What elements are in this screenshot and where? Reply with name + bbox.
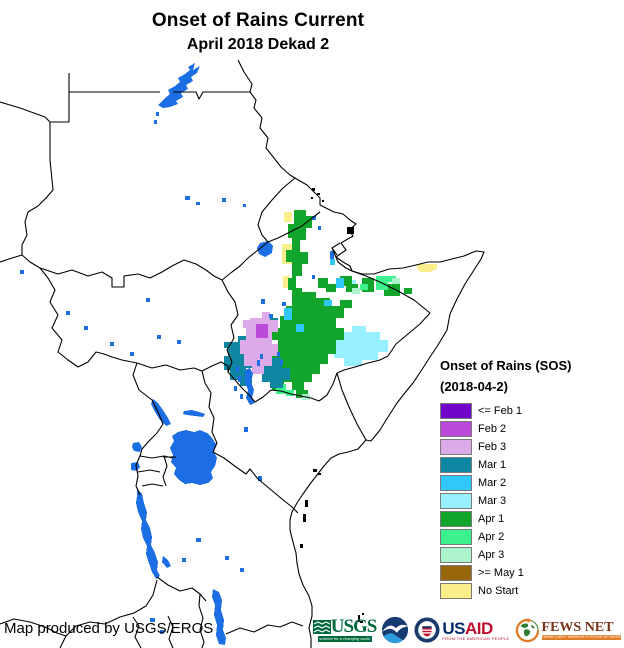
cluster-feb3 [240,312,278,374]
usaid-seal-icon [414,617,440,643]
legend-label: Apr 3 [478,549,505,561]
noaa-logo [382,616,409,644]
legend-item: <= Feb 1 [440,402,620,420]
fewsnet-globe-icon [515,617,539,642]
islands [300,188,364,623]
legend-item: Mar 1 [440,456,620,474]
legend: Onset of Rains (SOS) (2018-04-2) <= Feb … [440,358,620,600]
legend-swatch [440,493,472,509]
logo-row: USGS science for a changing world US [312,616,621,644]
usaid-tagline: FROM THE AMERICAN PEOPLE [442,635,510,641]
credit-text: Map produced by USGS/EROS [4,620,214,637]
legend-label: >= May 1 [478,567,524,579]
legend-subtitle: (2018-04-2) [440,379,508,394]
legend-swatch [440,511,472,527]
legend-item: Apr 2 [440,528,620,546]
water-bodies [20,63,334,645]
legend-item: Feb 3 [440,438,620,456]
lake-malawi [212,589,226,645]
legend-label: Mar 3 [478,495,507,507]
fewsnet-wordmark: FEWS NET [541,619,614,635]
country-borders [0,59,485,648]
legend-label: No Start [478,585,519,597]
lake-victoria [170,430,217,485]
map-subtitle: April 2018 Dekad 2 [186,36,330,53]
map-title: Onset of Rains Current [151,10,365,31]
legend-swatch [440,439,472,455]
cluster-mar2 [284,259,344,332]
legend-swatch [440,565,472,581]
legend-item: Mar 3 [440,492,620,510]
cluster-feb2 [256,324,268,338]
legend-swatch [440,457,472,473]
lake-nasser [158,63,200,108]
legend-swatch [440,475,472,491]
usgs-wordmark: USGS [330,616,378,637]
legend-label: Feb 3 [478,441,507,453]
legend-label: Mar 2 [478,477,507,489]
usaid-logo: USAID FROM THE AMERICAN PEOPLE [414,617,509,643]
usgs-wave-icon [312,620,331,634]
lake-turkana [245,368,255,405]
legend-label: Mar 1 [478,459,507,471]
legend-label: Apr 2 [478,531,505,543]
legend-label: Apr 1 [478,513,505,525]
legend-item: >= May 1 [440,564,620,582]
legend-swatch [440,421,472,437]
usaid-wordmark: USAID [442,618,493,638]
legend-swatch [440,583,472,599]
legend-title: Onset of Rains (SOS) [440,358,572,373]
legend-swatch [440,403,472,419]
legend-item: No Start [440,582,620,600]
legend-item: Apr 3 [440,546,620,564]
lake-edward [132,442,142,452]
lake-tanganyika [136,489,160,579]
legend-item: Mar 2 [440,474,620,492]
lake-kivu [131,462,140,471]
usgs-tagline: science for a changing world [317,636,372,642]
legend-label: <= Feb 1 [478,405,523,417]
fewsnet-tagline: FAMINE EARLY WARNING SYSTEMS NETWORK [541,634,621,640]
coastline [237,59,485,648]
lake-rukwa [162,556,171,568]
fewsnet-logo: FEWS NET FAMINE EARLY WARNING SYSTEMS NE… [515,617,621,643]
legend-items: <= Feb 1 Feb 2 Feb 3 Mar 1 Mar 2 Mar 3 Apr 1 Ap… [440,402,620,600]
lake-albert [151,399,171,426]
legend-swatch [440,547,472,563]
legend-item: Apr 1 [440,510,620,528]
legend-item: Feb 2 [440,420,620,438]
cluster-apr1 [270,210,412,398]
lake-kyoga [183,410,205,417]
lake-tana [257,241,273,257]
legend-swatch [440,529,472,545]
usgs-logo: USGS science for a changing world [312,616,378,642]
legend-label: Feb 2 [478,423,507,435]
